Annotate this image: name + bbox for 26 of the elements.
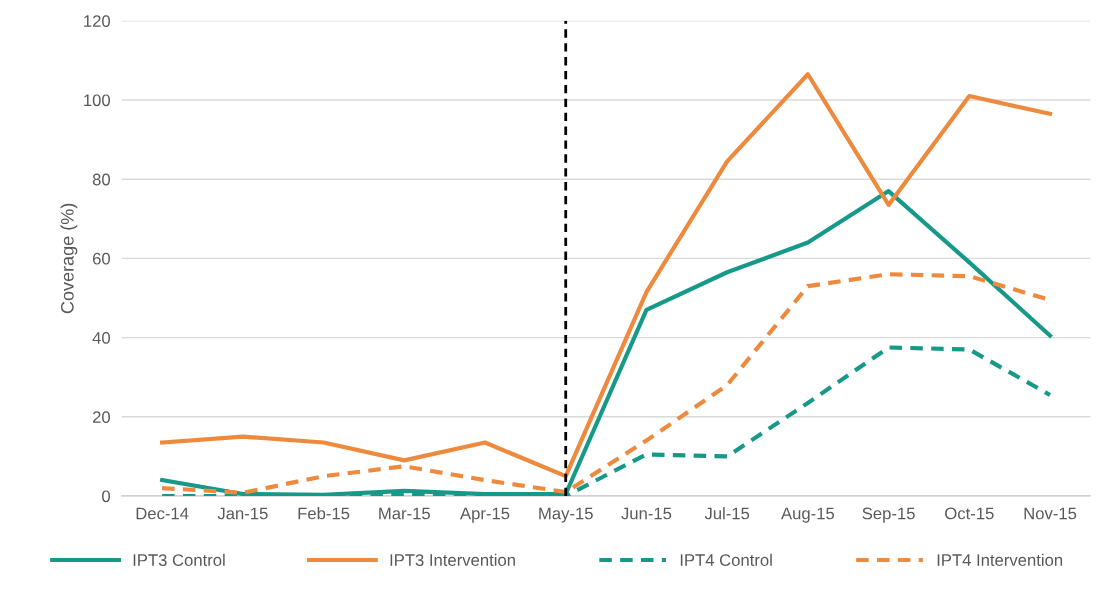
- y-tick-label: 60: [92, 252, 111, 265]
- x-tick-label: Feb-15: [298, 507, 350, 520]
- x-tick-label: Jan-15: [217, 507, 268, 520]
- x-tick-label: Nov-15: [1024, 507, 1077, 520]
- x-tick-label: Jul-15: [704, 507, 750, 520]
- line-series: [160, 72, 1053, 479]
- x-tick-label: Mar-15: [379, 507, 430, 520]
- y-tick-label: 0: [102, 490, 111, 503]
- y-axis-title: Coverage (%): [60, 203, 78, 314]
- legend-label: IPT4 Control: [680, 553, 772, 566]
- legend-label: IPT3 Control: [133, 553, 225, 566]
- y-tick-label: 20: [92, 411, 111, 423]
- y-tick-label: 100: [84, 94, 111, 107]
- y-tick-label: 80: [92, 173, 111, 186]
- x-tick-label: May-15: [539, 507, 593, 523]
- x-tick-label: Apr-15: [460, 507, 510, 523]
- line-series: [160, 188, 1053, 496]
- y-tick-label: 40: [92, 331, 111, 344]
- x-tick-label: Jun-15: [621, 507, 672, 520]
- y-tick-label: 120: [84, 15, 111, 27]
- x-tick-label: Sep-15: [862, 507, 915, 523]
- x-tick-label: Aug-15: [781, 507, 835, 523]
- legend-label: IPT3 Intervention: [390, 553, 515, 566]
- x-tick-label: Oct-15: [945, 507, 994, 520]
- legend-label: IPT4 Intervention: [937, 553, 1063, 566]
- x-tick-label: Dec-14: [136, 507, 189, 520]
